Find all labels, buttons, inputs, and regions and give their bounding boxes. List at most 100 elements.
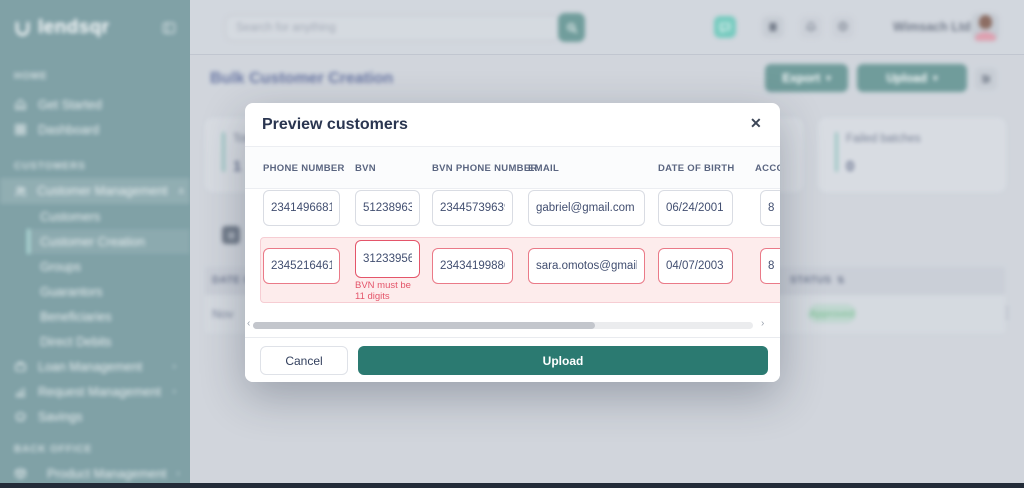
- sidebar-section-home: HOME: [14, 71, 48, 82]
- sidebar-subitem-customers[interactable]: Customers: [0, 204, 190, 229]
- row1-email-input[interactable]: [528, 190, 645, 226]
- users-icon: [14, 185, 27, 198]
- bell-icon[interactable]: [800, 16, 822, 38]
- docs-icon[interactable]: [762, 16, 784, 38]
- row2-phone-input[interactable]: [263, 248, 340, 284]
- chevron-right-icon: ›: [172, 386, 176, 397]
- subitem-label: Customers: [40, 209, 101, 224]
- collapse-sidebar-icon[interactable]: [162, 21, 176, 35]
- col-account-number: ACCOUNT NUMBER: [755, 163, 780, 174]
- sidebar-item-label: Customer Management: [37, 184, 168, 198]
- caret-down-icon: ▾: [826, 72, 831, 83]
- card-accent-bar: [835, 132, 838, 172]
- bvn-error-message: BVN must be 11 digits: [355, 280, 411, 303]
- modal-table-header: PHONE NUMBER BVN BVN PHONE NUMBER EMAIL …: [245, 146, 780, 189]
- row1-phone-input[interactable]: [263, 190, 340, 226]
- bar-chart-icon: [14, 385, 28, 398]
- card-accent-bar: [222, 132, 225, 172]
- sidebar-item-label: Product Management: [47, 466, 167, 481]
- gear-icon[interactable]: ⚙: [832, 16, 854, 38]
- product-box-icon: [14, 467, 27, 480]
- search-input[interactable]: [225, 15, 560, 41]
- preview-customers-modal: Preview customers ✕ PHONE NUMBER BVN BVN…: [245, 103, 780, 382]
- sidebar-section-customers: CUSTOMERS: [14, 161, 86, 172]
- savings-icon: [14, 410, 28, 423]
- status-header: STATUS: [790, 275, 832, 286]
- upload-button[interactable]: Upload: [358, 346, 768, 375]
- bottom-strip: [0, 483, 1024, 488]
- row1-account-input[interactable]: [760, 190, 780, 226]
- scroll-right-icon[interactable]: ›: [761, 318, 765, 329]
- search-button[interactable]: [558, 13, 585, 42]
- cancel-button[interactable]: Cancel: [260, 346, 348, 375]
- subitem-label: Beneficiaries: [40, 309, 112, 324]
- status-badge: Approved: [808, 304, 856, 323]
- row2-bvn-phone-input[interactable]: [432, 248, 513, 284]
- sidebar-item-label: Request Management: [38, 384, 161, 399]
- row2-bvn-input[interactable]: [355, 240, 420, 278]
- dashboard-icon: [14, 123, 28, 136]
- close-icon[interactable]: ✕: [750, 115, 762, 131]
- sidebar-section-back-office: BACK OFFICE: [14, 444, 93, 455]
- scroll-left-icon[interactable]: ‹: [247, 318, 251, 329]
- modal-footer: Cancel Upload: [245, 337, 780, 382]
- topbar: ⚙ Wimsach Ltd▾: [190, 0, 1024, 55]
- chevron-right-icon: ›: [172, 361, 176, 372]
- card-value: 0: [846, 158, 855, 175]
- sidebar-subitem-customer-creation[interactable]: Customer Creation: [27, 229, 190, 254]
- col-date-of-birth: DATE OF BIRTH: [658, 163, 735, 174]
- sidebar: lendsqr HOME Get Started Dashboard CUSTO…: [0, 0, 190, 488]
- logo-text: lendsqr: [38, 17, 110, 38]
- sidebar-item-loan-management[interactable]: Loan Management ›: [0, 354, 190, 379]
- col-bvn: BVN: [355, 163, 376, 174]
- sidebar-item-customer-management[interactable]: Customer Management ∧: [0, 178, 190, 204]
- page-title: Bulk Customer Creation: [210, 70, 394, 87]
- kebab-menu-icon[interactable]: ⋮: [1000, 304, 1014, 320]
- sidebar-item-request-management[interactable]: Request Management ›: [0, 379, 190, 404]
- subitem-label: Direct Debits: [40, 334, 112, 349]
- card-label: Failed batches: [846, 133, 921, 145]
- upload-label: Upload: [886, 71, 928, 85]
- row2-email-input[interactable]: [528, 248, 645, 284]
- search-icon: [566, 22, 578, 34]
- horizontal-scrollbar[interactable]: [253, 322, 753, 329]
- lendsqr-logo-icon: [14, 20, 31, 37]
- scrollbar-thumb[interactable]: [253, 322, 595, 329]
- avatar[interactable]: [972, 13, 999, 41]
- sidebar-item-product-management[interactable]: Product Management ›: [0, 461, 190, 486]
- failed-batches-card: Failed batches 0: [818, 118, 1006, 192]
- row1-dob-input[interactable]: [658, 190, 733, 226]
- subitem-label: Guarantors: [40, 284, 103, 299]
- sidebar-subitem-groups[interactable]: Groups: [0, 254, 190, 279]
- sort-icon[interactable]: ⇅: [837, 275, 846, 285]
- chat-icon[interactable]: [714, 16, 736, 38]
- sidebar-item-savings[interactable]: Savings: [0, 404, 190, 429]
- chevron-right-icon: ›: [176, 468, 180, 479]
- sidebar-item-label: Dashboard: [38, 122, 100, 137]
- list-view-icon[interactable]: [222, 226, 240, 244]
- modal-title: Preview customers: [262, 116, 408, 133]
- sidebar-item-dashboard[interactable]: Dashboard: [0, 117, 190, 142]
- sidebar-item-get-started[interactable]: Get Started: [0, 92, 190, 117]
- row2-dob-input[interactable]: [658, 248, 733, 284]
- logo-row: lendsqr: [0, 0, 190, 56]
- sidebar-subitem-beneficiaries[interactable]: Beneficiaries: [0, 304, 190, 329]
- gear-glyph: ⚙: [837, 19, 849, 34]
- card-value: 1: [233, 158, 242, 175]
- briefcase-icon: [14, 360, 28, 373]
- caret-down-icon: ▾: [933, 72, 938, 83]
- table-settings-icon[interactable]: [975, 68, 997, 90]
- export-label: Export: [782, 71, 821, 85]
- export-button[interactable]: Export ▾: [765, 64, 848, 92]
- page-upload-button[interactable]: Upload ▾: [857, 64, 967, 92]
- subitem-label: Customer Creation: [40, 234, 145, 249]
- home-icon: [14, 98, 28, 111]
- row1-bvn-input[interactable]: [355, 190, 420, 226]
- sidebar-subitem-direct-debits[interactable]: Direct Debits: [0, 329, 190, 354]
- row2-account-input[interactable]: [760, 248, 780, 284]
- row1-bvn-phone-input[interactable]: [432, 190, 513, 226]
- chevron-up-icon: ∧: [177, 185, 185, 197]
- row-date: Nov: [212, 307, 234, 321]
- sidebar-subitem-guarantors[interactable]: Guarantors: [0, 279, 190, 304]
